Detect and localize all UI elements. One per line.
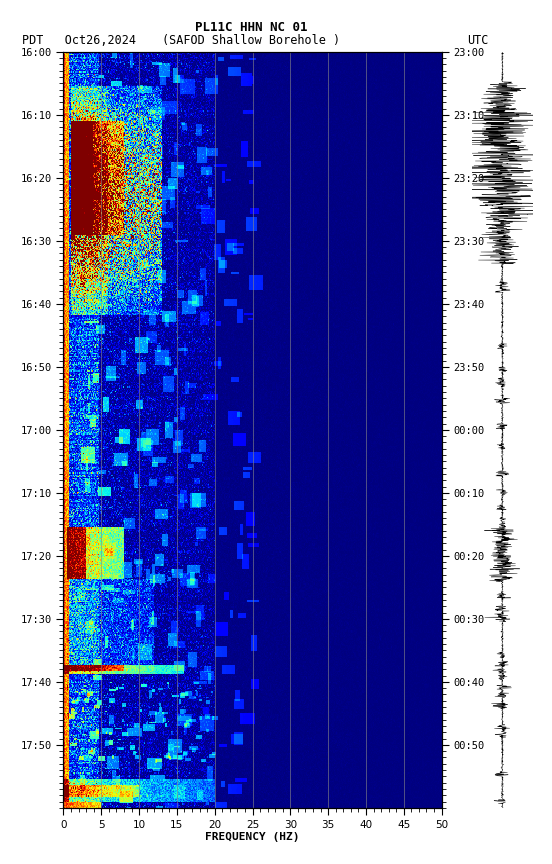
Text: (SAFOD Shallow Borehole ): (SAFOD Shallow Borehole ) bbox=[162, 34, 340, 48]
Text: UTC: UTC bbox=[467, 34, 488, 48]
X-axis label: FREQUENCY (HZ): FREQUENCY (HZ) bbox=[205, 832, 300, 842]
Text: PDT   Oct26,2024: PDT Oct26,2024 bbox=[22, 34, 136, 48]
Text: PL11C HHN NC 01: PL11C HHN NC 01 bbox=[195, 21, 307, 35]
